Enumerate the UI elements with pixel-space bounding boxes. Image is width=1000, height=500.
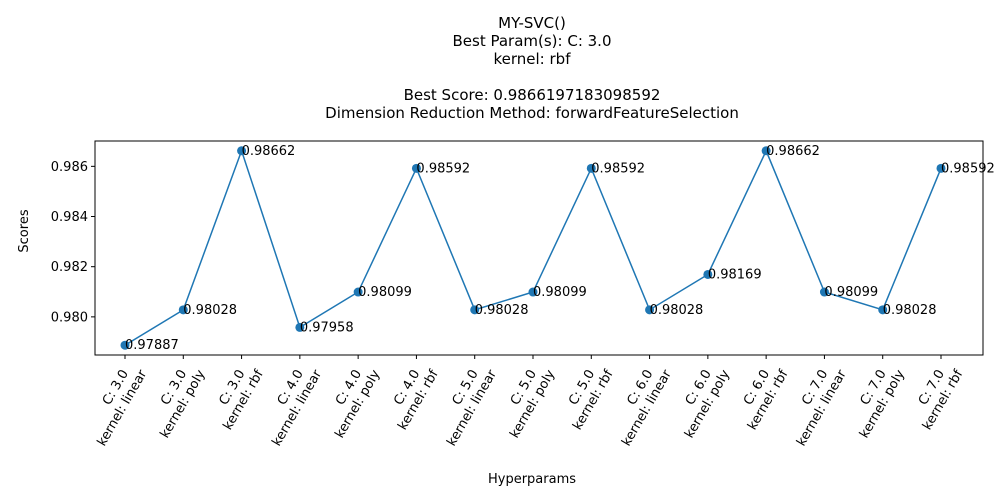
data-label: 0.98169 <box>708 267 762 282</box>
title-line: kernel: rbf <box>494 50 572 68</box>
y-tick-label: 0.980 <box>51 310 88 325</box>
data-point <box>819 287 829 297</box>
data-label: 0.98592 <box>416 161 470 176</box>
data-label: 0.98662 <box>766 144 820 159</box>
data-label: 0.98028 <box>883 303 937 318</box>
x-tick-label: C: 6.0kernel: poly <box>668 359 733 441</box>
x-tick-label: C: 4.0kernel: linear <box>256 359 326 449</box>
x-tick-label: C: 7.0kernel: linear <box>780 359 850 449</box>
title-line: Dimension Reduction Method: forwardFeatu… <box>325 104 739 122</box>
y-axis: 0.980 0.982 0.984 0.986 <box>51 160 95 325</box>
x-tick-label: C: 7.0kernel: poly <box>843 359 908 441</box>
x-tick-label: C: 4.0kernel: poly <box>319 359 384 441</box>
data-labels: 0.97887 0.98028 0.98662 0.97958 0.98099 0.985… <box>125 144 995 353</box>
y-axis-label: Scores <box>17 209 32 252</box>
data-label: 0.98099 <box>824 285 878 300</box>
data-label: 0.97887 <box>125 338 179 353</box>
x-tick-label: C: 6.0kernel: linear <box>605 359 675 449</box>
x-tick-label: C: 4.0kernel: rbf <box>382 359 442 433</box>
data-label: 0.98028 <box>475 303 529 318</box>
data-point <box>353 287 363 297</box>
data-point <box>120 340 130 350</box>
title-line: MY-SVC() <box>498 14 566 32</box>
data-point <box>411 163 421 173</box>
data-label: 0.97958 <box>300 320 354 335</box>
x-axis: C: 3.0kernel: linear C: 3.0kernel: poly C:… <box>81 355 967 449</box>
data-label: 0.98099 <box>358 285 412 300</box>
data-label: 0.98592 <box>591 161 645 176</box>
data-label: 0.98099 <box>533 285 587 300</box>
y-tick-label: 0.984 <box>51 210 88 225</box>
data-point <box>470 305 480 315</box>
plot-area: 0.980 0.982 0.984 0.986 C: 3.0kernel: linea… <box>51 140 995 449</box>
y-tick-label: 0.986 <box>51 160 88 175</box>
data-point <box>528 287 538 297</box>
x-tick-label: C: 5.0kernel: poly <box>493 359 558 441</box>
data-label: 0.98028 <box>650 303 704 318</box>
data-point <box>878 305 888 315</box>
data-point <box>761 146 771 156</box>
x-tick-label: C: 6.0kernel: rbf <box>731 359 791 433</box>
title-line: Best Score: 0.9866197183098592 <box>404 86 661 104</box>
data-point <box>703 269 713 279</box>
data-point <box>237 146 247 156</box>
x-tick-label: C: 5.0kernel: linear <box>431 359 501 449</box>
data-points <box>120 146 946 350</box>
data-label: 0.98028 <box>183 303 237 318</box>
data-point <box>645 305 655 315</box>
y-tick-label: 0.982 <box>51 260 88 275</box>
x-tick-label: C: 7.0kernel: rbf <box>906 359 966 433</box>
chart-title: MY-SVC()Best Param(s): C: 3.0kernel: rbf… <box>325 14 739 122</box>
x-tick-label: C: 5.0kernel: rbf <box>556 359 616 433</box>
title-line: Best Param(s): C: 3.0 <box>452 32 611 50</box>
data-label: 0.98662 <box>242 144 296 159</box>
data-point <box>178 305 188 315</box>
series-line <box>124 148 942 346</box>
x-tick-label: C: 3.0kernel: linear <box>81 359 151 449</box>
data-point <box>295 322 305 332</box>
x-axis-label: Hyperparams <box>488 472 576 487</box>
data-label: 0.98592 <box>941 161 995 176</box>
x-tick-label: C: 3.0kernel: poly <box>144 359 209 441</box>
data-point <box>936 163 946 173</box>
data-point <box>586 163 596 173</box>
plot-frame <box>94 140 984 356</box>
x-tick-label: C: 3.0kernel: rbf <box>207 359 267 433</box>
